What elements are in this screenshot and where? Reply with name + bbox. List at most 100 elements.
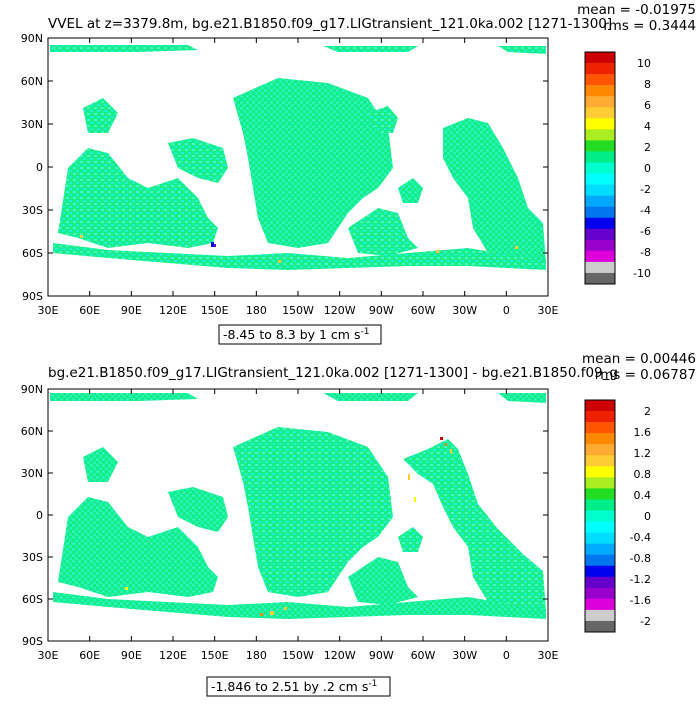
colorbar-label: 6 <box>644 99 651 112</box>
colorbar-segment <box>585 466 615 478</box>
lon-tick-label: 0 <box>503 304 510 317</box>
colorbar-segment <box>585 151 615 163</box>
colorbar-label: 4 <box>644 120 651 133</box>
colorbar-label: 0.8 <box>634 468 652 481</box>
map-ticks <box>47 388 549 642</box>
colorbar-segment <box>585 455 615 467</box>
colorbar-segment <box>585 217 615 230</box>
colorbar-label: 10 <box>637 57 651 70</box>
lat-tick-label: 30N <box>21 467 43 480</box>
colorbar-segment <box>585 74 615 86</box>
colorbar-segment <box>585 444 615 456</box>
colorbar-segment <box>585 411 615 423</box>
colorbar-segment <box>585 620 615 633</box>
colorbar-label: 1.2 <box>634 447 652 460</box>
colorbar-segment <box>585 587 615 600</box>
lat-tick-label: 60N <box>21 425 43 438</box>
map-area <box>47 388 549 642</box>
range-text: -1.846 to 2.51 by .2 cm s <box>211 679 368 694</box>
lon-tick-label: 60W <box>411 304 436 317</box>
colorbar-label: -6 <box>640 225 651 238</box>
colorbar-segment <box>585 422 615 434</box>
lon-tick-label: 30E <box>38 649 59 662</box>
lon-tick-label: 180 <box>246 304 267 317</box>
lat-tick-label: 60S <box>22 593 43 606</box>
colorbar-label: 0.4 <box>634 489 652 502</box>
range-exponent: -1 <box>368 679 377 689</box>
lon-tick-label: 90E <box>121 649 142 662</box>
rms-label: rms = 0.3444 <box>603 18 696 34</box>
colorbar-segment <box>585 228 615 241</box>
panel-title: VVEL at z=3379.8m, bg.e21.B1850.f09_g17.… <box>48 16 612 32</box>
colorbar-label: -2 <box>640 615 651 628</box>
lon-tick-label: 120E <box>159 304 187 317</box>
colorbar-segment <box>585 598 615 611</box>
colorbar-label: -0.4 <box>630 531 651 544</box>
lat-tick-label: 0 <box>36 161 43 174</box>
colorbar-segment <box>585 129 615 141</box>
mean-label: mean = 0.00446 <box>582 351 696 367</box>
colorbar-segment <box>585 532 615 544</box>
colorbar-segment <box>585 554 615 567</box>
colorbar-segment <box>585 140 615 152</box>
panel-bottom: bg.e21.B1850.f09_g17.LIGtransient_121.0k… <box>21 351 696 697</box>
lon-tick-label: 150W <box>282 304 314 317</box>
colorbar-segment <box>585 239 615 252</box>
lon-tick-labels: 30E 60E 90E 120E 150E 180 150W 120W 90W 60W 30W 0 30… <box>38 304 559 317</box>
colorbar-label: -0.8 <box>630 552 651 565</box>
lon-tick-label: 90W <box>369 304 394 317</box>
colorbar-label: 8 <box>644 78 651 91</box>
lon-tick-label: 30W <box>452 649 477 662</box>
anomaly-spots <box>125 437 452 616</box>
colorbar-segment <box>585 85 615 97</box>
colorbar-segment <box>585 499 615 511</box>
lon-tick-label: 120W <box>324 304 356 317</box>
lon-tick-label: 0 <box>503 649 510 662</box>
rms-label: rms = 0.06787 <box>595 367 696 383</box>
lat-tick-label: 60N <box>21 75 43 88</box>
lon-tick-label: 90E <box>121 304 142 317</box>
lon-tick-label: 30E <box>538 649 559 662</box>
lat-tick-label: 30N <box>21 118 43 131</box>
mean-label: mean = -0.01975 <box>577 2 696 18</box>
colorbar-label: 0 <box>644 162 651 175</box>
ocean-field <box>50 45 546 270</box>
colorbar: 10 8 6 4 2 0 -2 -4 -6 -8 -10 <box>584 51 651 285</box>
colorbar-label: -10 <box>633 267 651 280</box>
lat-tick-label: 90N <box>21 32 43 45</box>
colorbar-frame <box>584 51 616 285</box>
colorbar-segment <box>585 96 615 108</box>
colorbar-segment <box>585 576 615 589</box>
lon-tick-label: 180 <box>246 649 267 662</box>
colorbar-label: -2 <box>640 183 651 196</box>
lat-tick-labels: 90N 60N 30N 0 30S 60S 90S <box>21 383 43 648</box>
lon-tick-label: 120E <box>159 649 187 662</box>
colorbar-segment <box>585 261 615 274</box>
colorbar: 2 1.6 1.2 0.8 0.4 0 -0.4 -0.8 -1.2 -1.6 -2 <box>584 399 652 633</box>
range-text: -8.45 to 8.3 by 1 cm s <box>223 327 360 342</box>
map-area <box>47 37 549 297</box>
lon-tick-label: 150E <box>201 304 229 317</box>
colorbar-segment <box>585 63 615 75</box>
lon-tick-label: 30E <box>538 304 559 317</box>
lon-tick-label: 120W <box>324 649 356 662</box>
colorbar-label: 2 <box>644 141 651 154</box>
lat-tick-label: 30S <box>22 204 43 217</box>
colorbar-segment <box>585 107 615 119</box>
colorbar-segment <box>585 400 615 412</box>
colorbar-segment <box>585 510 615 522</box>
colorbar-label: 1.6 <box>634 426 652 439</box>
map-ticks <box>47 37 549 297</box>
lon-tick-label: 30E <box>38 304 59 317</box>
lon-tick-label: 60W <box>411 649 436 662</box>
lon-tick-label: 30W <box>452 304 477 317</box>
colorbar-segment <box>585 162 615 174</box>
ocean-field <box>50 393 546 619</box>
anomaly-spots <box>80 235 518 263</box>
colorbar-label: -1.6 <box>630 594 651 607</box>
colorbar-segment <box>585 118 615 130</box>
colorbar-segment <box>585 488 615 500</box>
lon-tick-label: 60E <box>79 649 100 662</box>
range-box: -8.45 to 8.3 by 1 cm s-1 <box>218 324 382 345</box>
range-box: -1.846 to 2.51 by .2 cm s-1 <box>206 676 391 697</box>
